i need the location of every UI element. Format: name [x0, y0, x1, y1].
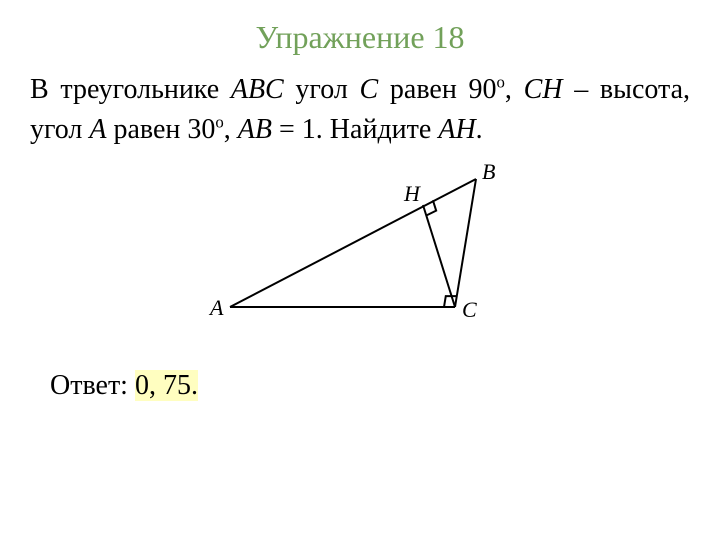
triangle-figure: A B C H: [210, 157, 510, 342]
answer-value: 0, 75.: [135, 370, 198, 401]
txt: В треугольнике: [30, 74, 231, 105]
var-a: A: [89, 114, 106, 145]
answer-line: Ответ: 0, 75.: [50, 370, 690, 402]
answer-prefix: Ответ:: [50, 370, 135, 401]
slide-title: Упражнение 18: [30, 18, 690, 56]
txt: ,: [505, 74, 524, 105]
svg-text:A: A: [208, 295, 224, 320]
txt: угол: [284, 74, 360, 105]
svg-text:B: B: [482, 159, 495, 184]
svg-text:H: H: [403, 181, 421, 206]
txt: .: [476, 114, 483, 145]
txt: ,: [224, 114, 238, 145]
var-ah: AH: [438, 114, 475, 145]
var-c: C: [360, 74, 379, 105]
var-abc: ABC: [231, 74, 284, 105]
svg-text:C: C: [462, 297, 477, 322]
txt: = 1. Найдите: [272, 114, 438, 145]
txt: равен 30: [107, 114, 216, 145]
deg: о: [215, 112, 223, 131]
problem-text: В треугольнике ABC угол C равен 90о, CH …: [30, 70, 690, 148]
txt: равен 90: [378, 74, 496, 105]
var-ab: AB: [238, 114, 272, 145]
var-ch: CH: [524, 74, 563, 105]
deg: о: [497, 73, 505, 92]
